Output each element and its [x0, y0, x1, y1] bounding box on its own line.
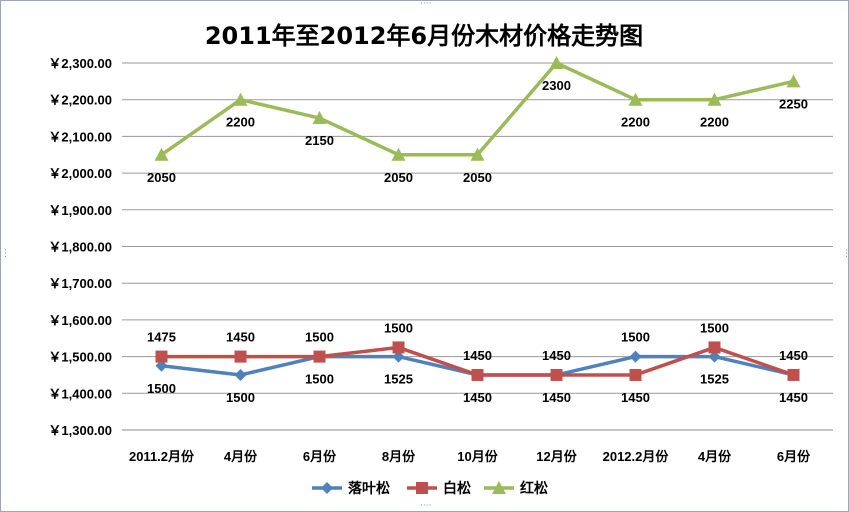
y-tick-label: ￥2,300.00 [48, 56, 112, 71]
data-label: 2150 [305, 133, 334, 148]
data-label: 1450 [542, 390, 571, 405]
resize-handle-left[interactable]: ⋮ [1, 249, 10, 259]
y-axis-ticks: ￥1,300.00 ￥1,400.00 ￥1,500.00 ￥1,600.00 ￥1,7… [48, 56, 112, 438]
y-tick-label: ￥1,600.00 [48, 313, 112, 328]
legend-label: 落叶松 [348, 480, 390, 496]
data-labels: 1500 1500 1500 1525 1450 1450 1500 1525 1450 1475… [147, 78, 808, 405]
series-point-1 [234, 350, 247, 363]
legend-marker-1 [416, 482, 428, 494]
data-label: 1500 [147, 381, 176, 396]
data-label: 1450 [463, 390, 492, 405]
series-point-0 [629, 350, 642, 363]
data-label: 2050 [463, 170, 492, 185]
series-point-2 [549, 56, 564, 69]
data-label: 1500 [226, 390, 255, 405]
gridlines [122, 62, 833, 431]
y-tick-label: ￥1,800.00 [48, 240, 112, 255]
legend-marker-2 [492, 481, 506, 494]
data-label: 1450 [779, 348, 808, 363]
data-label: 2250 [779, 96, 808, 111]
x-tick-label: 2012.2月份 [603, 449, 670, 464]
data-label: 1450 [226, 330, 255, 345]
series-point-1 [471, 368, 484, 381]
data-label: 2050 [147, 170, 176, 185]
resize-handle-top[interactable]: ···· [420, 0, 432, 9]
data-label: 1500 [384, 320, 413, 335]
series-point-0 [234, 368, 247, 381]
data-label: 1475 [147, 330, 176, 345]
x-tick-label: 6月份 [777, 449, 811, 464]
data-label: 2200 [621, 115, 650, 130]
data-label: 1500 [621, 330, 650, 345]
y-tick-label: ￥2,000.00 [48, 166, 112, 181]
data-label: 1525 [384, 372, 413, 387]
series-point-1 [629, 368, 642, 381]
series-point-2 [154, 147, 169, 161]
data-label: 2200 [226, 115, 255, 130]
data-label: 1450 [542, 348, 571, 363]
x-tick-label: 4月份 [224, 449, 258, 464]
series-point-2 [786, 74, 801, 88]
data-label: 1450 [779, 390, 808, 405]
y-tick-label: ￥1,700.00 [48, 276, 112, 291]
x-tick-label: 4月份 [698, 449, 732, 464]
y-tick-label: ￥1,900.00 [48, 203, 112, 218]
legend-label: 白松 [443, 480, 471, 496]
series-point-0 [392, 350, 405, 363]
data-label: 2200 [700, 115, 729, 130]
y-tick-label: ￥1,300.00 [48, 423, 112, 438]
legend-label: 红松 [520, 480, 548, 496]
series-point-1 [708, 341, 721, 354]
y-tick-label: ￥2,200.00 [48, 93, 112, 108]
series-point-0 [155, 359, 168, 372]
series-point-2 [312, 111, 327, 125]
legend-marker-0 [321, 482, 333, 494]
resize-handle-right[interactable]: ⋮ [842, 249, 849, 259]
data-label: 1450 [463, 348, 492, 363]
series-point-1 [550, 368, 563, 381]
series-line-2 [160, 61, 794, 157]
series-point-1 [392, 341, 405, 354]
legend: 落叶松 白松 红松 [312, 480, 548, 496]
series-point-2 [233, 92, 248, 106]
data-label: 1500 [305, 330, 334, 345]
x-tick-label: 12月份 [536, 449, 577, 464]
y-tick-label: ￥1,400.00 [48, 386, 112, 401]
data-label: 2050 [384, 170, 413, 185]
series-point-1 [313, 350, 326, 363]
series-point-1 [787, 368, 800, 381]
series-lines [154, 56, 801, 381]
x-tick-label: 6月份 [303, 449, 337, 464]
x-tick-label: 10月份 [457, 449, 498, 464]
x-tick-label: 2011.2月份 [129, 449, 195, 464]
y-tick-label: ￥1,500.00 [48, 350, 112, 365]
resize-handle-bottom[interactable]: ···· [420, 501, 432, 511]
data-label: 1525 [700, 372, 729, 387]
chart-title: 2011年至2012年6月份木材价格走势图 [205, 22, 643, 50]
data-label: 2300 [542, 78, 571, 93]
series-point-2 [391, 147, 406, 161]
series-point-2 [470, 147, 485, 161]
data-label: 1450 [621, 390, 650, 405]
series-point-2 [628, 92, 643, 106]
data-label: 1500 [305, 372, 334, 387]
series-point-0 [708, 350, 721, 363]
data-label: 1500 [700, 320, 729, 335]
series-point-1 [155, 350, 168, 363]
series-point-2 [707, 92, 722, 106]
x-axis-ticks: 2011.2月份 4月份 6月份 8月份 10月份 12月份 2012.2月份 4月份 6月份 [129, 449, 811, 464]
x-tick-label: 8月份 [382, 449, 416, 464]
y-tick-label: ￥2,100.00 [48, 129, 112, 144]
